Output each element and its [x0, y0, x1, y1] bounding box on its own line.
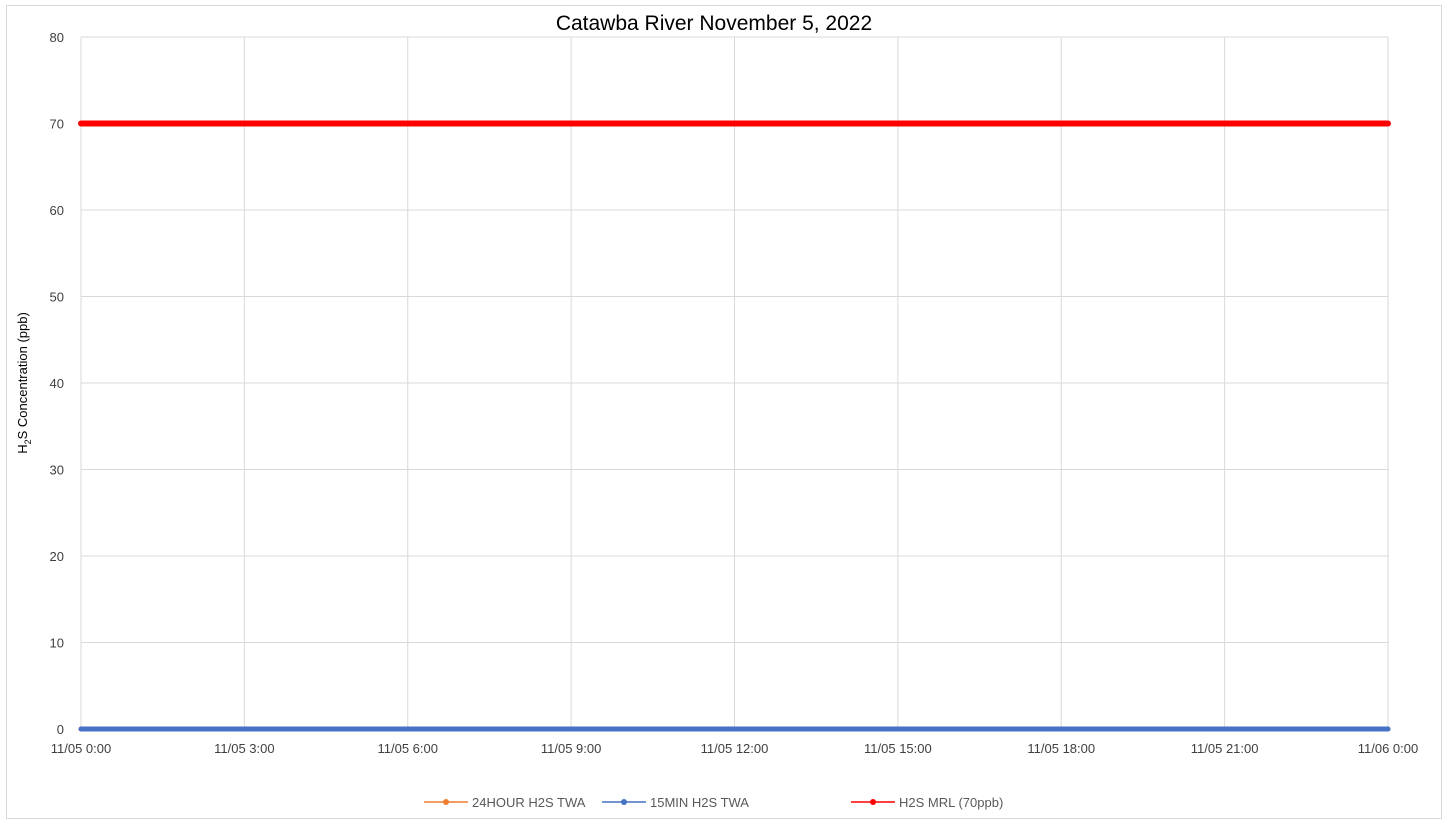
y-axis-label-suffix: S Concentration (ppb): [15, 312, 30, 439]
plot-series: [78, 120, 1391, 732]
x-tick-label: 11/06 0:00: [1358, 741, 1418, 756]
y-tick-label: 10: [50, 636, 64, 651]
x-tick-label: 11/05 9:00: [541, 741, 601, 756]
y-tick-label: 80: [50, 30, 64, 45]
gridlines: [80, 36, 1389, 729]
x-tick-label: 11/05 15:00: [864, 741, 932, 756]
chart-title: Catawba River November 5, 2022: [556, 12, 872, 35]
legend-label: 15MIN H2S TWA: [650, 795, 749, 810]
x-tick-label: 11/05 0:00: [51, 741, 111, 756]
y-axis-ticks: 0 10 20 30 40 50 60 70 80: [50, 30, 64, 737]
y-tick-label: 0: [57, 722, 64, 737]
x-tick-label: 11/05 21:00: [1191, 741, 1259, 756]
legend-marker-dot: [870, 799, 876, 805]
legend: 24HOUR H2S TWA 15MIN H2S TWA H2S MRL (70pp…: [424, 795, 1003, 810]
y-tick-label: 30: [50, 463, 64, 478]
y-axis-label-prefix: H: [15, 444, 30, 453]
x-tick-label: 11/05 3:00: [214, 741, 274, 756]
legend-label: H2S MRL (70ppb): [899, 795, 1003, 810]
x-tick-label: 11/05 6:00: [378, 741, 438, 756]
x-tick-label: 11/05 12:00: [701, 741, 769, 756]
y-axis-label-subscript: 2: [23, 439, 33, 444]
legend-label: 24HOUR H2S TWA: [472, 795, 586, 810]
y-tick-label: 20: [50, 549, 64, 564]
y-axis-label: H2S Concentration (ppb): [15, 312, 33, 454]
y-tick-label: 60: [50, 203, 64, 218]
legend-marker-dot: [621, 799, 627, 805]
chart-area: [6, 5, 1442, 819]
y-tick-label: 70: [50, 117, 64, 132]
x-axis-ticks: 11/05 0:00 11/05 3:00 11/05 6:00 11/05 9:00…: [51, 741, 1418, 756]
x-tick-label: 11/05 18:00: [1027, 741, 1095, 756]
y-tick-label: 50: [50, 290, 64, 305]
y-tick-label: 40: [50, 376, 64, 391]
legend-marker-dot: [443, 799, 449, 805]
